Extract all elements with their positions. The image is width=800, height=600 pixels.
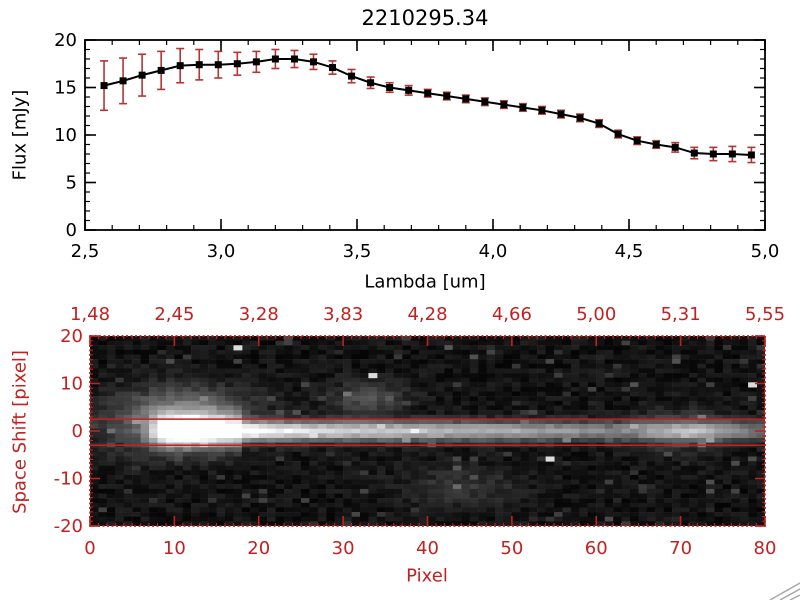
data-point-marker <box>405 86 413 94</box>
pixel-tick-label: 70 <box>669 538 692 559</box>
space-shift-axis-label: Space Shift [pixel] <box>9 350 31 514</box>
data-point-marker <box>652 141 660 148</box>
y-tick-label: 20 <box>54 30 77 51</box>
data-point-marker <box>557 110 565 118</box>
data-point-marker <box>214 61 222 69</box>
data-point-marker <box>252 58 260 66</box>
flux-axis-label: Flux [mJy] <box>9 89 31 181</box>
spectrum-markers <box>100 55 755 159</box>
data-point-marker <box>462 95 470 103</box>
pixel-tick-label: 40 <box>416 538 439 559</box>
data-point-marker <box>195 61 203 69</box>
x-tick-label: 4,0 <box>479 241 508 262</box>
x-tick-label: 4,5 <box>615 241 644 262</box>
error-bars <box>100 47 756 164</box>
data-point-marker <box>233 60 241 68</box>
pixel-tick-label: 10 <box>163 538 186 559</box>
pixel-tick-label: 30 <box>332 538 355 559</box>
data-point-marker <box>709 150 717 158</box>
data-point-marker <box>481 98 489 106</box>
data-point-marker <box>576 114 584 122</box>
x-tick-label: 2,5 <box>71 241 100 262</box>
data-point-marker <box>614 130 622 138</box>
data-point-marker <box>176 62 184 70</box>
data-point-marker <box>519 103 527 111</box>
lambda-top-tick-label: 5,55 <box>745 304 785 325</box>
lambda-top-tick-label: 3,83 <box>323 304 363 325</box>
lambda-top-tick-label: 3,28 <box>239 304 279 325</box>
space-shift-tick-label: 0 <box>72 421 83 442</box>
data-point-marker <box>386 84 394 91</box>
data-point-marker <box>424 89 432 97</box>
lambda-top-tick-label: 4,66 <box>492 304 532 325</box>
data-point-marker <box>443 92 451 100</box>
space-shift-tick-label: -20 <box>54 516 83 537</box>
data-point-marker <box>119 77 127 85</box>
data-point-marker <box>538 106 546 114</box>
pixel-axis-label: Pixel <box>406 565 448 587</box>
x-tick-label: 5,0 <box>751 241 780 262</box>
pixel-tick-label: 50 <box>500 538 523 559</box>
data-point-marker <box>309 58 317 66</box>
x-tick-label: 3,5 <box>343 241 372 262</box>
data-point-marker <box>500 101 508 109</box>
lambda-top-tick-label: 2,45 <box>154 304 194 325</box>
space-shift-tick-label: -10 <box>54 469 83 490</box>
data-point-marker <box>100 82 108 90</box>
data-point-marker <box>329 64 337 72</box>
page-title: 2210295.34 <box>361 6 489 30</box>
x-tick-label: 3,0 <box>207 241 236 262</box>
lambda-top-tick-label: 4,28 <box>407 304 447 325</box>
lambda-top-tick-label: 5,00 <box>576 304 616 325</box>
data-point-marker <box>348 72 356 80</box>
data-point-marker <box>633 137 641 145</box>
spectral-2d-image <box>90 336 765 526</box>
grip-line <box>789 594 800 600</box>
data-point-marker <box>690 149 698 157</box>
data-point-marker <box>157 66 165 74</box>
pixel-tick-label: 20 <box>247 538 270 559</box>
space-shift-tick-label: 10 <box>60 374 83 395</box>
grip-line <box>769 582 800 600</box>
pixel-tick-label: 60 <box>585 538 608 559</box>
data-point-marker <box>747 151 755 159</box>
grip-line <box>779 588 800 600</box>
spectrum-axes <box>84 39 766 231</box>
data-point-marker <box>728 150 736 158</box>
y-tick-label: 15 <box>54 78 77 99</box>
pixel-tick-label: 80 <box>754 538 777 559</box>
y-tick-label: 5 <box>66 173 77 194</box>
resize-grip-icon[interactable] <box>764 580 800 600</box>
data-point-marker <box>271 55 279 63</box>
space-shift-tick-label: 20 <box>60 326 83 347</box>
data-point-marker <box>671 143 679 151</box>
lambda-top-tick-label: 1,48 <box>70 304 110 325</box>
data-point-marker <box>367 79 375 87</box>
pixel-tick-label: 0 <box>84 538 95 559</box>
y-tick-label: 0 <box>66 220 77 241</box>
lambda-axis-label: Lambda [um] <box>364 271 486 293</box>
spectrum-tick-labels: 2,5 3,0 3,5 4,0 4,5 5,0 0 5 10 15 20 <box>54 30 779 262</box>
data-point-marker <box>138 71 146 79</box>
data-point-marker <box>595 120 603 128</box>
y-tick-label: 10 <box>54 125 77 146</box>
lambda-top-tick-label: 5,31 <box>661 304 701 325</box>
flux-spectrum-plot: 2,5 3,0 3,5 4,0 4,5 5,0 0 5 10 15 20 <box>54 30 779 262</box>
data-point-marker <box>290 55 298 63</box>
